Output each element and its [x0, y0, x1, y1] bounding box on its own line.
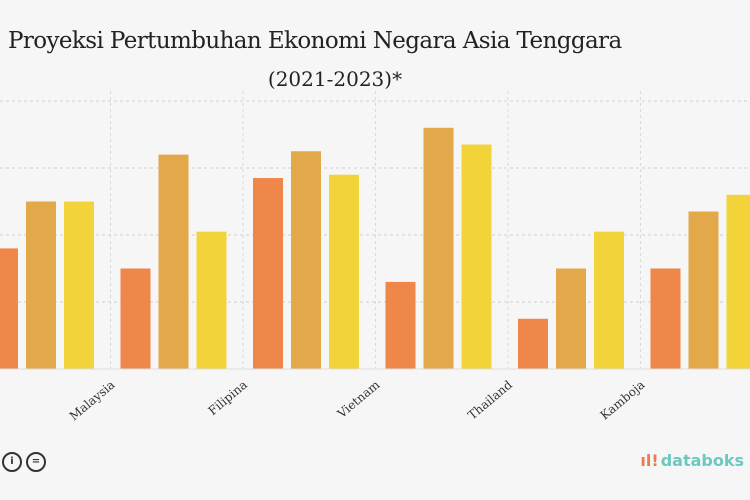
chart-title: Proyeksi Pertumbuhan Ekonomi Negara Asia… [8, 28, 622, 54]
logo-mark-icon: ıl! [640, 451, 659, 470]
x-tick-label: Vietnam [334, 377, 383, 421]
bar-thailand-2023 [594, 231, 624, 369]
bar-malaysia-2023 [196, 231, 227, 369]
bar-vietnam-2022 [423, 127, 454, 369]
bar-filipina-2023 [329, 174, 359, 369]
x-tick-label: Filipina [205, 378, 249, 418]
bar-filipina-2022 [291, 151, 321, 369]
bar-kamboja-2021 [650, 268, 681, 369]
databoks-logo[interactable]: ıl! databoks [640, 451, 744, 470]
bar-indonesia-2023 [64, 201, 94, 369]
x-tick-label: Kamboja [598, 378, 648, 423]
logo-text: databoks [660, 451, 744, 470]
cc-nd-icon: = [26, 452, 46, 472]
license-icons: i = [2, 452, 46, 472]
bar-vietnam-2021 [385, 281, 416, 369]
bar-kamboja-2022 [688, 211, 719, 369]
bar-thailand-2021 [518, 318, 548, 369]
x-tick-label: Malaysia [67, 378, 118, 424]
cc-by-icon: i [2, 452, 22, 472]
bar-indonesia-2021 [0, 248, 18, 369]
bar-malaysia-2022 [158, 154, 189, 369]
bar-indonesia-2022 [26, 201, 56, 369]
bar-kamboja-2023 [726, 194, 750, 369]
chart-subtitle: (2021-2023)* [267, 67, 403, 91]
bar-vietnam-2023 [461, 144, 492, 369]
x-tick-label: Thailand [465, 377, 515, 422]
bar-malaysia-2021 [120, 268, 151, 369]
bar-thailand-2022 [556, 268, 586, 369]
bar-filipina-2021 [253, 178, 283, 369]
